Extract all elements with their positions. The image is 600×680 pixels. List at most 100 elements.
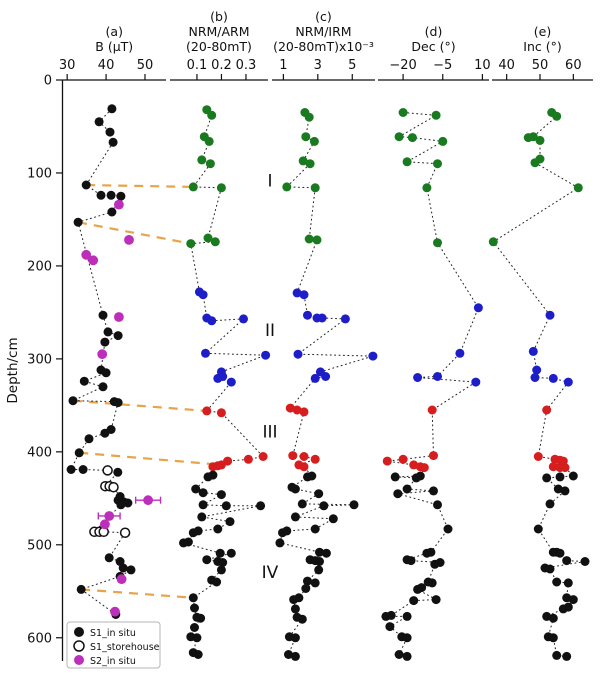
panel-e-point-g [535, 135, 545, 145]
panel-d-tick-label: 10 [474, 58, 491, 73]
panel-d-point-g [433, 159, 442, 169]
panel-c-title-line: (c) [315, 9, 332, 24]
panel-d-point-k [413, 584, 423, 594]
panel-d-point-k [431, 595, 441, 605]
panel-a-point-k [105, 127, 115, 137]
panel-c-point-g [304, 234, 314, 244]
panel-a-title-line: (a) [106, 24, 123, 39]
panel-b-point-g [210, 237, 220, 247]
panel-c-point-b [317, 313, 327, 323]
panel-a-point-m [124, 235, 134, 245]
panel-d-point-k [411, 473, 421, 483]
panel-d-point-b [455, 348, 465, 358]
panel-d-point-r [382, 456, 392, 466]
panel-b-point-g [186, 239, 196, 249]
panel-e-point-g [530, 158, 540, 168]
panel-b-tick-label: 0.3 [236, 58, 257, 73]
panel-b-point-k [225, 517, 235, 527]
panel-a-point-k [113, 331, 123, 341]
panel-c-point-k [278, 528, 287, 538]
panel-b-point-k [188, 528, 198, 538]
panel-e-point-k [555, 472, 565, 482]
panel-d-point-g [438, 136, 448, 146]
panel-d-tick-label: −5 [433, 58, 452, 73]
legend-label: S1_storehouse [90, 642, 160, 653]
panel-d-point-k [433, 500, 442, 510]
panel-d-point-r [398, 454, 408, 464]
panel-d-point-k [429, 486, 438, 496]
panel-b-point-k [215, 548, 225, 558]
panel-c-point-b [340, 314, 350, 324]
panel-a-point-m [110, 606, 120, 617]
panel-a-point-k [108, 137, 118, 147]
panel-a-point-o [119, 527, 131, 538]
panel-a-point-m [116, 574, 127, 585]
panel-b-point-r [202, 406, 212, 416]
panel-b-point-k [256, 501, 266, 511]
panel-c-point-k [297, 499, 307, 509]
panel-a-point-o [102, 465, 113, 476]
panel-b-tick-label: 0.1 [187, 58, 208, 73]
panel-b-point-k [226, 548, 236, 558]
panel-c-point-g [298, 156, 308, 166]
panel-e-point-k [555, 548, 565, 558]
panel-c-point-k [319, 501, 329, 511]
panel-c-point-r [285, 403, 295, 413]
panel-b-point-k [190, 623, 199, 632]
panel-d-point-k [406, 556, 416, 566]
panel-e-point-b [532, 365, 542, 375]
panel-c-point-g [301, 132, 311, 142]
y-axis-tick-label: 300 [27, 352, 52, 367]
panel-e-point-k [548, 633, 558, 643]
panel-b-point-k [179, 538, 188, 548]
panel-d-point-k [422, 548, 432, 558]
panel-c-point-k [275, 538, 285, 548]
panel-e-point-k [545, 499, 555, 509]
zone-boundary-line [72, 399, 207, 413]
panel-a-point-k [98, 382, 108, 392]
panel-b-point-r [243, 454, 253, 464]
panel-d-point-g [394, 132, 404, 142]
zone-boundary-line [81, 588, 194, 599]
panel-c-point-k [315, 557, 324, 566]
panel-c-point-b [299, 290, 309, 300]
panel-d-point-k [385, 622, 395, 632]
panel-e-point-g [523, 133, 533, 143]
panel-e-point-g [488, 237, 498, 247]
panel-e-point-k [548, 613, 558, 623]
legend-marker-filled [74, 655, 84, 665]
panel-a-point-m [97, 349, 108, 360]
panel-b-point-k [197, 512, 207, 522]
panel-e-point-k [562, 651, 572, 661]
panel-b-point-k [198, 488, 208, 498]
zone-label-IV: IV [262, 563, 279, 583]
zone-boundary-line [77, 221, 192, 245]
legend-label: S1_in situ [90, 628, 136, 639]
panel-a-point-k [123, 498, 133, 508]
panel-c-point-r [299, 462, 309, 472]
panel-d-point-k [393, 489, 403, 499]
panel-b-point-k [190, 603, 199, 613]
panel-a-title-line: B (μT) [95, 39, 133, 54]
panel-b-point-k [196, 613, 206, 623]
panel-c-point-b [368, 351, 378, 361]
panel-d-tick-label: −20 [389, 58, 416, 73]
panel-e-point-k [562, 556, 572, 566]
panel-c-point-g [310, 183, 320, 193]
panel-c-point-b [321, 372, 331, 381]
panel-a-point-k [107, 104, 117, 114]
panel-d-title-line: Dec (°) [411, 39, 455, 54]
y-axis-tick-label: 400 [27, 445, 52, 460]
panel-a-point-k [116, 191, 126, 201]
panel-c-point-k [301, 584, 311, 593]
panel-c-point-b [292, 288, 302, 298]
panel-e-point-r [548, 462, 558, 472]
panel-c-point-b [303, 310, 312, 320]
panel-e-tick-label: 60 [565, 58, 582, 73]
panel-c-point-k [303, 576, 312, 586]
panel-e-point-r [533, 452, 543, 461]
panel-b-point-k [216, 490, 226, 500]
panel-c-point-k [310, 524, 320, 534]
panel-e-title-line: (e) [534, 24, 551, 39]
